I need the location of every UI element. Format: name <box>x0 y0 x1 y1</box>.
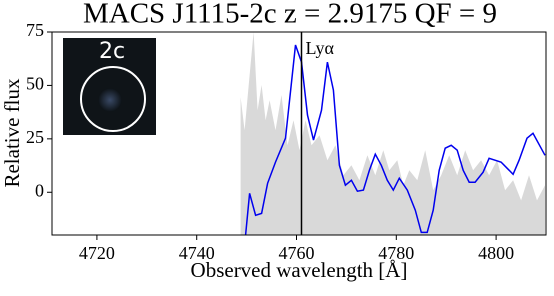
x-tick-label: 4760 <box>279 243 315 263</box>
plot-frame <box>51 31 547 236</box>
inset: 2c <box>63 38 156 135</box>
spectrum-line <box>244 44 546 235</box>
inset-aperture <box>80 66 146 132</box>
x-tick-label: 4800 <box>478 243 514 263</box>
noise-area <box>240 32 545 235</box>
y-tick-label: 25 <box>26 127 44 147</box>
x-tick-label: 4720 <box>79 243 115 263</box>
plot-area <box>240 32 546 235</box>
x-axis-label: Observed wavelength [Å] <box>191 258 408 282</box>
x-tick-label: 4780 <box>378 243 414 263</box>
y-tick-label: 0 <box>35 180 44 200</box>
y-tick-label: 50 <box>26 74 44 94</box>
inset-source <box>98 88 122 112</box>
inset-image <box>63 38 156 135</box>
y-tick-label: 75 <box>26 20 44 40</box>
x-tick-label: 4740 <box>179 243 215 263</box>
inset-label: 2c <box>99 39 125 64</box>
y-axis-label: Relative flux <box>0 78 24 188</box>
chart-title: MACS J1115-2c z = 2.9175 QF = 9 <box>83 0 497 30</box>
line-label: Lyα <box>305 38 334 58</box>
